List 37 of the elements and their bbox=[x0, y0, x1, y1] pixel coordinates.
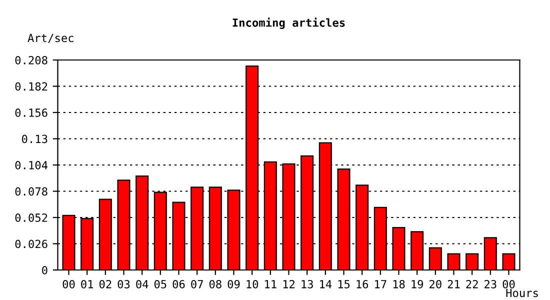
y-tick-label: 0.208 bbox=[15, 56, 48, 64]
x-tick-label: 02 bbox=[99, 280, 112, 288]
x-tick-label: 20 bbox=[430, 280, 442, 288]
x-tick-label: 06 bbox=[172, 280, 185, 288]
x-axis-title: Hours bbox=[506, 288, 538, 298]
x-tick-label: 08 bbox=[209, 280, 222, 288]
y-tick-label: 0.078 bbox=[15, 187, 48, 196]
x-tick-label: 05 bbox=[154, 280, 166, 288]
x-tick-label: 10 bbox=[246, 280, 258, 288]
x-tick-label: 11 bbox=[265, 280, 276, 288]
x-tick-label: 13 bbox=[302, 280, 313, 288]
y-tick-label: 0.156 bbox=[15, 108, 48, 117]
x-tick-label: 23 bbox=[484, 280, 496, 288]
chart-title: Incoming articles bbox=[232, 18, 345, 29]
x-tick-label: 01 bbox=[81, 280, 94, 288]
x-tick-label: 09 bbox=[228, 280, 240, 288]
y-axis-title: Art/sec bbox=[28, 34, 74, 44]
x-tick-label: 22 bbox=[466, 280, 478, 288]
x-tick-label: 17 bbox=[375, 280, 386, 288]
y-tick-label: 0 bbox=[42, 266, 48, 274]
x-tick-label: 07 bbox=[191, 280, 203, 288]
y-tick-label: 0.13 bbox=[22, 134, 48, 144]
x-tick-label: 19 bbox=[412, 280, 424, 288]
x-tick-label: 14 bbox=[320, 280, 332, 288]
x-tick-label: 00 bbox=[62, 280, 75, 288]
y-tick-label: 0.026 bbox=[15, 240, 48, 248]
x-tick-label: 15 bbox=[338, 280, 350, 288]
y-tick-label: 0.052 bbox=[15, 214, 48, 222]
y-tick-label: 0.182 bbox=[15, 82, 48, 91]
x-tick-label: 04 bbox=[136, 280, 148, 288]
y-tick-label: 0.104 bbox=[15, 161, 48, 170]
x-tick-label: 03 bbox=[118, 280, 130, 288]
x-tick-label: 18 bbox=[393, 280, 405, 288]
x-tick-label: 12 bbox=[283, 280, 294, 288]
x-tick-label: 00 bbox=[502, 280, 515, 288]
x-tick-label: 21 bbox=[448, 280, 460, 288]
x-tick-label: 16 bbox=[356, 280, 368, 288]
